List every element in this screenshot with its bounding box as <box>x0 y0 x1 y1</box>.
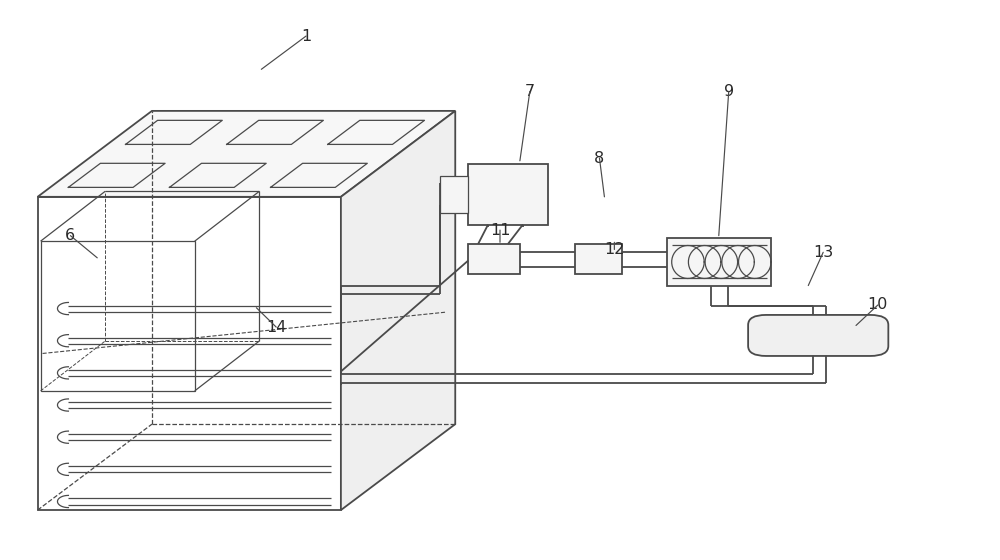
Text: 8: 8 <box>594 151 605 166</box>
Bar <box>468 164 548 225</box>
Text: 7: 7 <box>525 84 535 99</box>
Text: 13: 13 <box>813 245 833 260</box>
Polygon shape <box>38 111 455 197</box>
Polygon shape <box>341 111 455 510</box>
Bar <box>575 244 622 274</box>
Text: 11: 11 <box>490 223 510 237</box>
Bar <box>667 239 771 286</box>
Bar <box>468 244 520 274</box>
Text: 6: 6 <box>65 228 75 243</box>
Text: 14: 14 <box>266 320 286 335</box>
Bar <box>41 241 195 391</box>
FancyBboxPatch shape <box>748 315 888 356</box>
Bar <box>38 197 341 510</box>
Text: 1: 1 <box>301 29 311 44</box>
Bar <box>440 176 468 213</box>
Text: 12: 12 <box>604 242 625 257</box>
Text: 10: 10 <box>868 297 888 312</box>
Text: 9: 9 <box>724 84 734 99</box>
